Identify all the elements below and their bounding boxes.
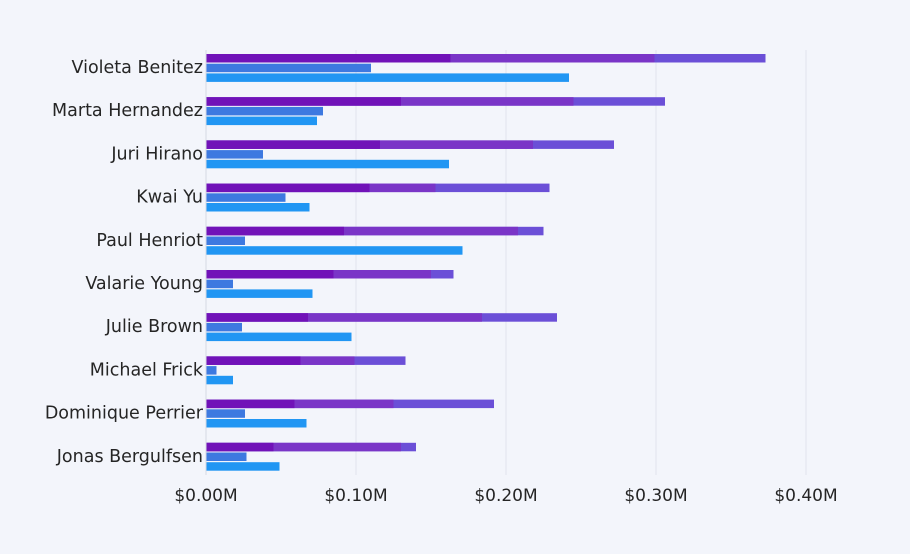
bar-total bbox=[206, 140, 380, 149]
category-label: Michael Frick bbox=[90, 360, 204, 380]
bar-series-2 bbox=[206, 236, 245, 245]
bar-series-3 bbox=[206, 332, 352, 342]
category-label: Juri Hirano bbox=[110, 144, 203, 164]
bar-total bbox=[206, 442, 401, 452]
bar-series-3 bbox=[206, 289, 313, 298]
bar-total bbox=[206, 226, 344, 236]
bar-series-2 bbox=[206, 366, 217, 375]
bar-series-2 bbox=[206, 150, 263, 159]
bar-total bbox=[206, 442, 274, 452]
bar-series-2 bbox=[206, 322, 242, 332]
x-tick-label: $0.20M bbox=[474, 486, 537, 506]
category-label: Paul Henriot bbox=[96, 231, 203, 251]
bar-series-3 bbox=[206, 73, 569, 82]
bar-series-3 bbox=[206, 419, 307, 428]
bar-series-3 bbox=[206, 462, 280, 471]
bar-series-2 bbox=[206, 106, 323, 116]
bar-series-2 bbox=[206, 452, 247, 461]
bar-total bbox=[206, 183, 370, 193]
bar-total bbox=[206, 356, 301, 365]
bar-total bbox=[206, 97, 401, 106]
bar-series-3 bbox=[206, 159, 449, 169]
bar-series-2 bbox=[206, 409, 245, 418]
bar-total bbox=[206, 54, 451, 63]
bar-series-2 bbox=[206, 63, 371, 73]
bar-total bbox=[206, 270, 334, 279]
category-label: Marta Hernandez bbox=[52, 101, 203, 121]
category-label: Violeta Benitez bbox=[72, 58, 203, 78]
bar-series-3 bbox=[206, 203, 310, 212]
bar-series-2 bbox=[206, 193, 286, 202]
bar-series-2 bbox=[206, 279, 233, 289]
bar-total bbox=[206, 313, 308, 322]
x-tick-label: $0.30M bbox=[624, 486, 687, 506]
x-tick-label: $0.10M bbox=[324, 486, 387, 506]
bar-total bbox=[206, 399, 394, 409]
bar-series-3 bbox=[206, 116, 317, 126]
bar-total bbox=[206, 313, 482, 322]
category-label: Valarie Young bbox=[85, 274, 203, 294]
category-label: Dominique Perrier bbox=[45, 404, 204, 424]
category-label: Kwai Yu bbox=[136, 188, 203, 208]
category-label: Julie Brown bbox=[105, 317, 203, 337]
bar-total bbox=[206, 226, 518, 236]
bar-total bbox=[206, 399, 295, 409]
bar-series-3 bbox=[206, 246, 463, 255]
x-tick-label: $0.00M bbox=[174, 486, 237, 506]
x-tick-label: $0.40M bbox=[774, 486, 837, 506]
bar-series-3 bbox=[206, 375, 233, 385]
category-label: Jonas Bergulfsen bbox=[56, 447, 203, 467]
